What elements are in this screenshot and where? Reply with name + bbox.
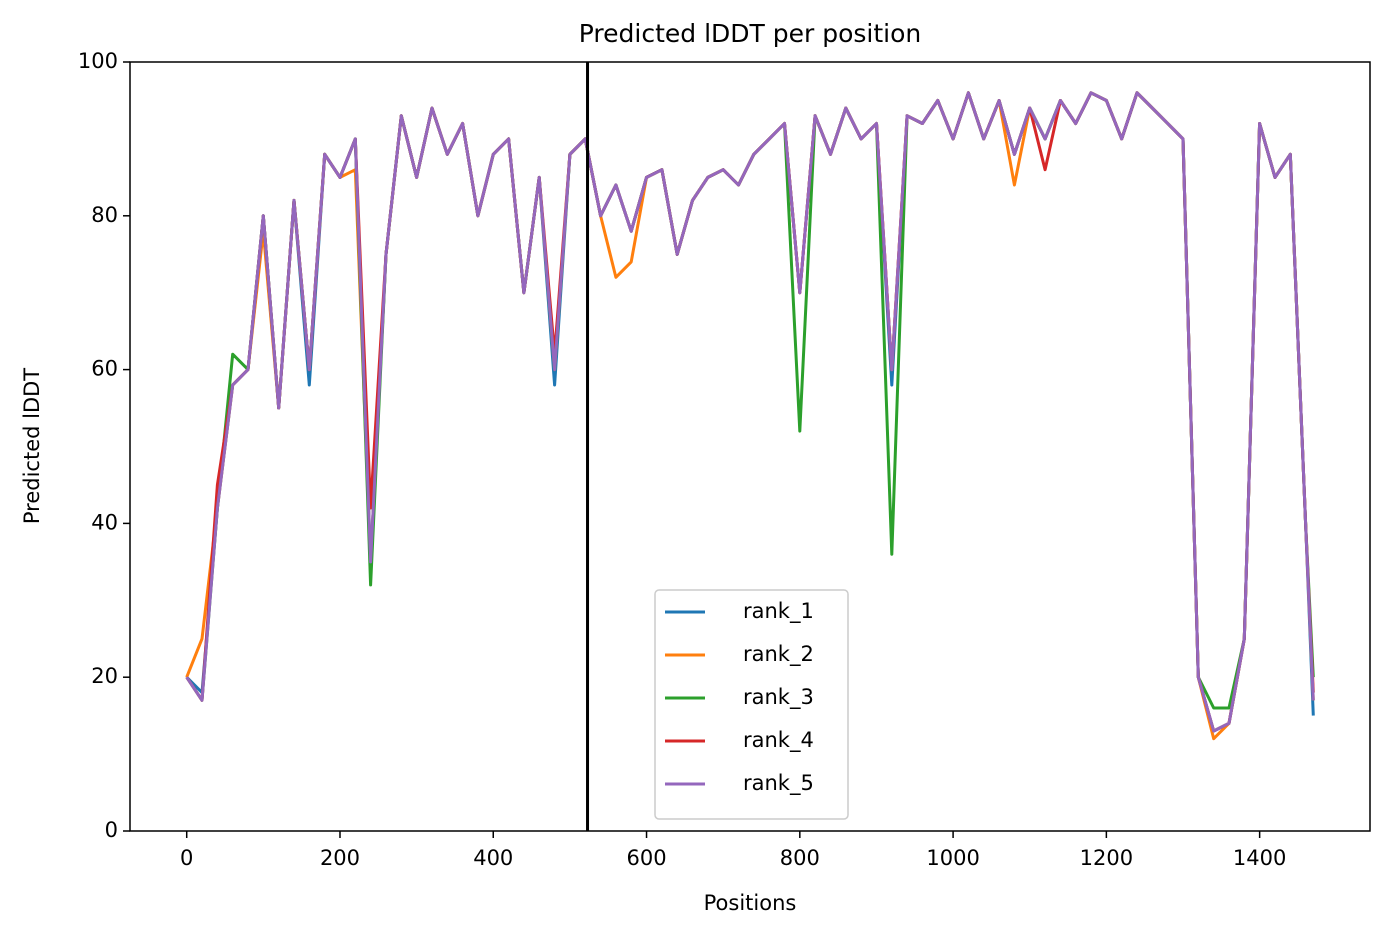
y-tick-label: 100 [78, 49, 118, 73]
x-axis-label: Positions [704, 891, 797, 915]
y-tick-label: 40 [91, 510, 118, 534]
legend-label: rank_1 [743, 599, 814, 624]
y-tick-label: 20 [91, 664, 118, 688]
series-line [185, 91, 1315, 733]
chart-title: Predicted lDDT per position [579, 19, 921, 48]
x-tick-label: 1200 [1080, 846, 1133, 870]
x-tick-label: 400 [473, 846, 513, 870]
x-tick-label: 0 [180, 846, 193, 870]
y-tick-label: 0 [105, 818, 118, 842]
legend-label: rank_4 [743, 728, 814, 753]
legend-label: rank_3 [743, 685, 814, 710]
x-tick-label: 1000 [926, 846, 979, 870]
legend-label: rank_5 [743, 771, 814, 796]
y-tick-label: 80 [91, 203, 118, 227]
x-tick-label: 200 [320, 846, 360, 870]
legend-label: rank_2 [743, 642, 814, 667]
x-tick-label: 1400 [1233, 846, 1286, 870]
y-axis-label: Predicted lDDT [20, 368, 44, 524]
x-tick-label: 600 [626, 846, 666, 870]
y-tick-label: 60 [91, 357, 118, 381]
legend-box [654, 589, 849, 820]
x-tick-label: 800 [780, 846, 820, 870]
legend: rank_1 rank_2 rank_3 rank_4 rank_5 [654, 589, 849, 820]
axes-frame [129, 61, 1371, 832]
